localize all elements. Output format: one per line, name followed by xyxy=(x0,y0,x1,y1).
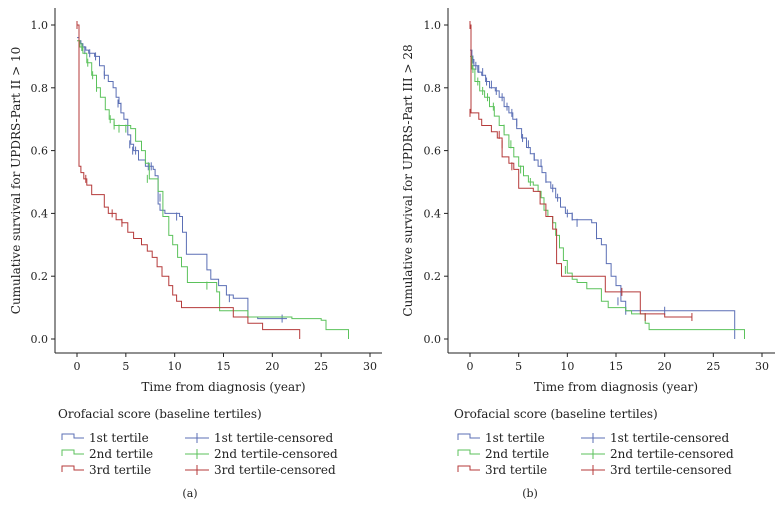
x-tick-label: 20 xyxy=(658,360,672,373)
chart-panel-b: 0.0 0.2 0.4 0.6 0.8 1.0 0 5 10 15 20 25 30 Time from … xyxy=(401,8,775,500)
x-tick-label: 15 xyxy=(609,360,623,373)
legend-label-2: 2nd tertile xyxy=(485,447,549,461)
x-tick-label: 10 xyxy=(560,360,574,373)
legend-censored-label-3: 3rd tertile-censored xyxy=(610,463,732,477)
y-axis-title: Cumulative survival for UPDRS-Part II > … xyxy=(9,47,23,314)
y-tick-label: 1.0 xyxy=(424,19,442,32)
series-line-1 xyxy=(470,49,736,339)
legend: Orofacial score (baseline tertiles) 1st t… xyxy=(58,407,338,477)
y-tick-label: 0.4 xyxy=(424,207,442,220)
y-tick-label: 0.8 xyxy=(31,82,49,95)
y-axis-title: Cumulative survival for UPDRS-Part III >… xyxy=(401,44,415,316)
series-line-2 xyxy=(470,55,745,339)
legend-line-swatch-3 xyxy=(61,465,84,472)
legend-label-1: 1st tertile xyxy=(89,431,149,445)
legend-line-swatch-2 xyxy=(457,449,480,456)
legend-title: Orofacial score (baseline tertiles) xyxy=(454,407,658,421)
y-tick-label: 0.0 xyxy=(31,333,49,346)
y-tick-label: 0.0 xyxy=(424,333,442,346)
legend-line-swatch-1 xyxy=(61,433,84,440)
x-tick-label: 25 xyxy=(706,360,720,373)
y-tick-label: 0.8 xyxy=(424,82,442,95)
legend-line-swatch-1 xyxy=(457,433,480,440)
series-line-1 xyxy=(77,37,287,320)
y-tick-label: 0.2 xyxy=(31,270,49,283)
y-tick-label: 0.2 xyxy=(424,270,442,283)
x-tick-label: 30 xyxy=(755,360,769,373)
x-tick-label: 10 xyxy=(168,360,182,373)
y-tick-label: 0.6 xyxy=(31,145,49,158)
x-tick-label: 25 xyxy=(314,360,328,373)
x-tick-label: 20 xyxy=(265,360,279,373)
legend-label-2: 2nd tertile xyxy=(89,447,153,461)
series-line-2 xyxy=(77,40,349,339)
x-tick-label: 0 xyxy=(74,360,81,373)
x-tick-label: 5 xyxy=(515,360,522,373)
legend-label-3: 3rd tertile xyxy=(89,463,151,477)
legend-censored-label-1: 1st tertile-censored xyxy=(610,431,730,445)
x-axis-title: Time from diagnosis (year) xyxy=(141,380,305,394)
x-tick-label: 15 xyxy=(217,360,231,373)
panel-label: (a) xyxy=(182,487,197,500)
y-tick-label: 1.0 xyxy=(31,19,49,32)
x-tick-label: 0 xyxy=(467,360,474,373)
x-tick-label: 5 xyxy=(122,360,129,373)
legend-label-3: 3rd tertile xyxy=(485,463,547,477)
legend-line-swatch-2 xyxy=(61,449,84,456)
legend-censored-label-3: 3rd tertile-censored xyxy=(214,463,336,477)
panel-label: (b) xyxy=(522,487,538,500)
legend-line-swatch-3 xyxy=(457,465,480,472)
legend-censored-label-2: 2nd tertile-censored xyxy=(214,447,338,461)
x-axis-title: Time from diagnosis (year) xyxy=(534,380,698,394)
legend-censored-label-1: 1st tertile-censored xyxy=(214,431,334,445)
series-line-3 xyxy=(470,24,692,318)
legend-censored-label-2: 2nd tertile-censored xyxy=(610,447,734,461)
x-tick-label: 30 xyxy=(363,360,377,373)
legend-label-1: 1st tertile xyxy=(485,431,545,445)
y-tick-label: 0.6 xyxy=(424,145,442,158)
chart-panel-a: 0.0 0.2 0.4 0.6 0.8 1.0 0 5 10 15 20 25 30 Time from … xyxy=(9,8,382,500)
y-tick-label: 0.4 xyxy=(31,207,49,220)
legend: Orofacial score (baseline tertiles) 1st t… xyxy=(454,407,734,477)
legend-title: Orofacial score (baseline tertiles) xyxy=(58,407,262,421)
series-line-3 xyxy=(77,24,301,339)
